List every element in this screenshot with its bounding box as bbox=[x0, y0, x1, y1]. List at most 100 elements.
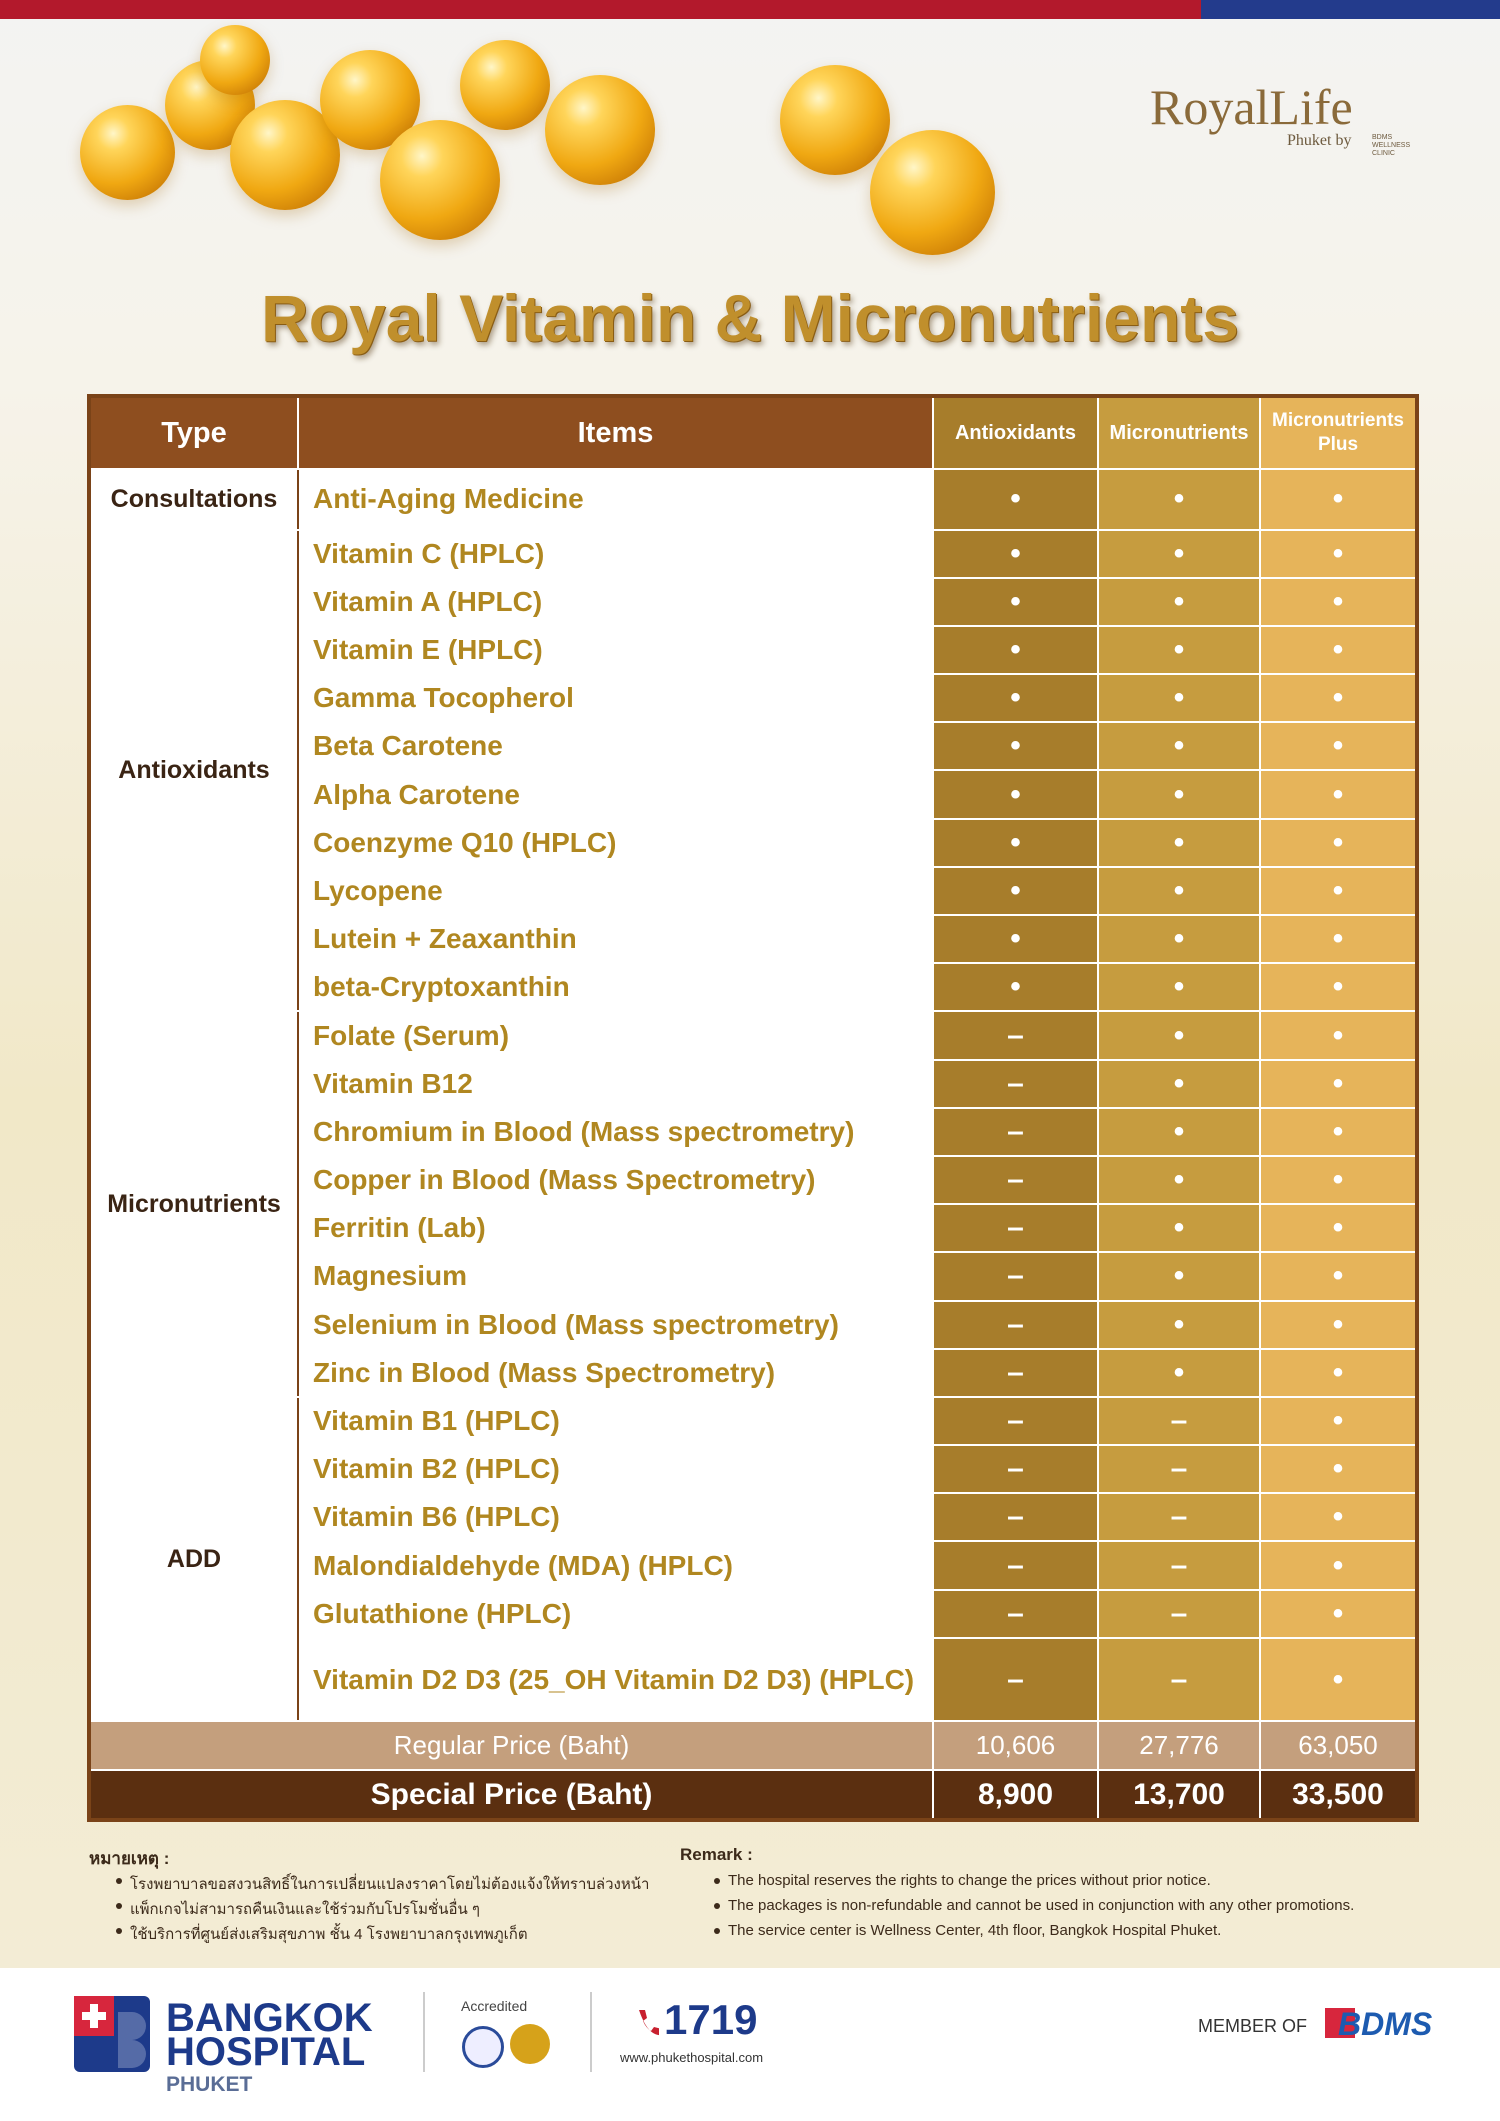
separator bbox=[423, 1992, 425, 2072]
mark-cell: – bbox=[932, 1636, 1099, 1723]
top-bar bbox=[0, 0, 1201, 19]
mark-cell: – bbox=[1097, 1444, 1261, 1495]
bdms-icon bbox=[1325, 2008, 1355, 2038]
mark-cell: – bbox=[932, 1299, 1099, 1350]
column-header: Micronutrients bbox=[1097, 394, 1261, 471]
mark-cell: • bbox=[1097, 576, 1261, 627]
header-row: Type Items Antioxidants Micronutrients Micro… bbox=[88, 394, 1418, 471]
item-cell: Vitamin C (HPLC) bbox=[297, 528, 934, 579]
bullet bbox=[714, 1928, 720, 1934]
price: 63,050 bbox=[1259, 1720, 1418, 1772]
remark-title: หมายเหตุ : bbox=[89, 1849, 170, 1868]
mark-cell: • bbox=[1259, 1299, 1418, 1350]
item-cell: Beta Carotene bbox=[297, 721, 934, 772]
mark-cell: • bbox=[1097, 673, 1261, 724]
mark-cell: – bbox=[932, 1540, 1099, 1591]
item-cell: Vitamin B1 (HPLC) bbox=[297, 1395, 934, 1447]
special-price-row: Special Price (Baht) 8,900 13,700 33,500 bbox=[88, 1769, 1418, 1821]
item-cell: Ferritin (Lab) bbox=[297, 1203, 934, 1254]
phone-icon bbox=[639, 2010, 659, 2036]
mark-cell: • bbox=[1097, 1106, 1261, 1157]
mark-cell: • bbox=[1259, 769, 1418, 820]
mark-cell: • bbox=[1259, 1395, 1418, 1447]
item-cell: Lycopene bbox=[297, 865, 934, 917]
mark-cell: • bbox=[1097, 1154, 1261, 1206]
row: Chromium in Blood (Mass spectrometry) – • • bbox=[89, 1106, 1418, 1157]
bullet bbox=[116, 1903, 122, 1909]
row: Magnesium – • • bbox=[89, 1251, 1418, 1302]
item-cell: Chromium in Blood (Mass spectrometry) bbox=[297, 1106, 934, 1157]
column-header: Type bbox=[88, 394, 299, 471]
bullet bbox=[714, 1878, 720, 1884]
capsule bbox=[545, 75, 655, 185]
mark-cell: • bbox=[1259, 721, 1418, 772]
mark-cell: • bbox=[1259, 1347, 1418, 1398]
mark-cell: • bbox=[932, 624, 1099, 676]
mark-cell: • bbox=[1259, 1251, 1418, 1302]
mark-cell: • bbox=[1097, 914, 1261, 965]
row: ADD Vitamin B1 (HPLC) – – • bbox=[88, 1395, 1418, 1723]
remark: ใช้บริการที่ศูนย์ส่งเสริมสุขภาพ ชั้น 4 โ… bbox=[130, 1926, 528, 1943]
mark-cell: • bbox=[1097, 624, 1261, 676]
capsule bbox=[460, 40, 550, 130]
website: www.phukethospital.com bbox=[620, 2050, 764, 2065]
mark-cell: • bbox=[932, 817, 1099, 868]
mark-cell: • bbox=[1259, 468, 1418, 531]
mark-cell: • bbox=[1097, 528, 1261, 579]
row: Ferritin (Lab) – • • bbox=[89, 1203, 1418, 1254]
row: Alpha Carotene • • • bbox=[89, 769, 1418, 820]
mark-cell: – bbox=[1097, 1540, 1261, 1591]
mark-cell: • bbox=[932, 769, 1099, 820]
row: Vitamin A (HPLC) • • • bbox=[89, 576, 1418, 627]
row: beta-Cryptoxanthin • • • bbox=[89, 962, 1418, 1013]
mark-cell: • bbox=[1259, 1203, 1418, 1254]
mark-cell: • bbox=[1259, 1010, 1418, 1061]
mark-cell: – bbox=[1097, 1636, 1261, 1723]
mark-cell: • bbox=[1259, 528, 1418, 579]
mark-cell: • bbox=[1259, 1154, 1418, 1206]
mark-cell: • bbox=[1097, 769, 1261, 820]
type-cell: Antioxidants bbox=[88, 528, 299, 1013]
mark-cell: • bbox=[1097, 1251, 1261, 1302]
accredited: Accredited bbox=[461, 1998, 528, 2014]
row: Beta Carotene • • • bbox=[89, 721, 1418, 772]
item-cell: Lutein + Zeaxanthin bbox=[297, 914, 934, 965]
bullet bbox=[116, 1878, 122, 1884]
price: 8,900 bbox=[932, 1769, 1099, 1821]
row: Selenium in Blood (Mass spectrometry) – • • bbox=[89, 1299, 1418, 1350]
logo-clinic: BDMS WELLNESS CLINIC bbox=[1372, 134, 1411, 157]
item-cell: Zinc in Blood (Mass Spectrometry) bbox=[297, 1347, 934, 1398]
mark-cell: • bbox=[1097, 1299, 1261, 1350]
item-cell: Gamma Tocopherol bbox=[297, 673, 934, 724]
capsule bbox=[230, 100, 340, 210]
mark-cell: – bbox=[932, 1588, 1099, 1639]
row: Glutathione (HPLC) – – • bbox=[89, 1588, 1418, 1639]
mark-cell: – bbox=[1097, 1395, 1261, 1447]
mark-cell: • bbox=[932, 468, 1099, 531]
price: 10,606 bbox=[932, 1720, 1099, 1772]
type-cell: Consultations bbox=[88, 468, 299, 531]
item-cell: Coenzyme Q10 (HPLC) bbox=[297, 817, 934, 868]
mark-cell: • bbox=[1259, 914, 1418, 965]
mark-cell: • bbox=[932, 528, 1099, 579]
bullet bbox=[116, 1928, 122, 1934]
mark-cell: – bbox=[1097, 1588, 1261, 1639]
mark-cell: • bbox=[1259, 962, 1418, 1013]
mark-cell: • bbox=[1097, 468, 1261, 531]
mark-cell: – bbox=[932, 1347, 1099, 1398]
bullet bbox=[714, 1903, 720, 1909]
item-cell: Copper in Blood (Mass Spectrometry) bbox=[297, 1154, 934, 1206]
mark-cell: • bbox=[1097, 962, 1261, 1013]
seal bbox=[510, 2024, 550, 2064]
row: Malondialdehyde (MDA) (HPLC) – – • bbox=[89, 1540, 1418, 1591]
row: Antioxidants Vitamin C (HPLC) • • • bbox=[88, 528, 1418, 1013]
row: Vitamin B6 (HPLC) – – • bbox=[89, 1492, 1418, 1543]
mark-cell: – bbox=[932, 1058, 1099, 1109]
remark: แพ็กเกจไม่สามารถคืนเงินและใช้ร่วมกับโปรโ… bbox=[130, 1901, 480, 1918]
item-cell: Vitamin D2 D3 (25_OH Vitamin D2 D3) (HPL… bbox=[297, 1636, 934, 1723]
logo: RoyalLife bbox=[1150, 79, 1353, 135]
item-cell: Vitamin B2 (HPLC) bbox=[297, 1444, 934, 1495]
mark-cell: – bbox=[932, 1106, 1099, 1157]
mark-cell: • bbox=[1259, 1540, 1418, 1591]
